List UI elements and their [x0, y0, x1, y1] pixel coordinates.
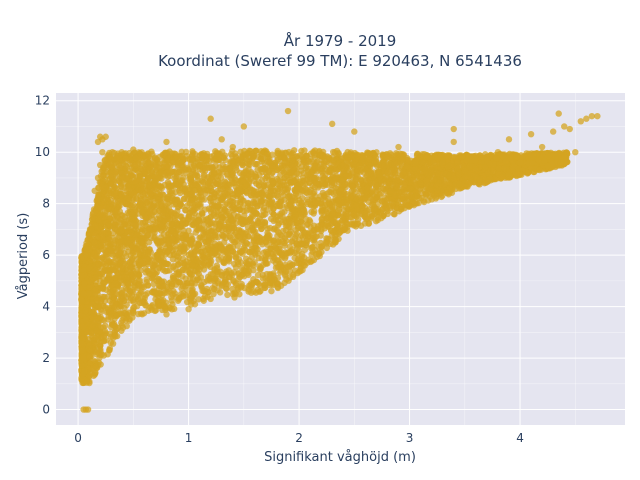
scatter-point	[225, 211, 233, 218]
scatter-point	[250, 288, 257, 295]
scatter-point	[281, 255, 289, 262]
scatter-point	[178, 242, 185, 249]
scatter-point	[192, 229, 199, 236]
scatter-point	[298, 250, 306, 258]
scatter-point	[126, 287, 134, 294]
scatter-point	[273, 226, 281, 234]
scatter-point	[214, 177, 222, 185]
scatter-point	[380, 185, 387, 193]
scatter-point	[325, 195, 332, 203]
scatter-point	[195, 296, 202, 303]
scatter-point	[106, 345, 114, 352]
scatter-point	[175, 295, 183, 303]
data-points	[78, 107, 601, 413]
chart-title-line2: Koordinat (Sweref 99 TM): E 920463, N 65…	[158, 52, 522, 70]
scatter-point	[274, 147, 281, 155]
scatter-point	[290, 147, 298, 154]
scatter-point	[114, 244, 122, 251]
scatter-point	[121, 219, 128, 226]
scatter-point	[218, 214, 226, 222]
scatter-point	[239, 247, 246, 254]
scatter-point	[168, 183, 176, 190]
scatter-point	[231, 150, 239, 157]
scatter-point	[301, 147, 308, 154]
scatter-point	[254, 271, 262, 279]
scatter-point	[139, 299, 146, 307]
scatter-point	[378, 214, 385, 222]
scatter-point	[127, 294, 135, 302]
chart-title-line1: År 1979 - 2019	[284, 31, 397, 50]
scatter-point	[301, 262, 309, 269]
scatter-point	[181, 249, 188, 257]
scatter-point	[145, 150, 152, 158]
scatter-point	[352, 188, 359, 196]
scatter-point	[212, 234, 219, 241]
scatter-point	[210, 290, 217, 298]
scatter-point	[128, 172, 135, 179]
scatter-point	[289, 273, 297, 281]
scatter-point	[160, 191, 167, 199]
scatter-point	[214, 287, 221, 294]
scatter-point	[136, 282, 143, 289]
scatter-point	[294, 250, 301, 257]
scatter-point	[119, 289, 126, 296]
scatter-point	[287, 248, 294, 255]
scatter-point	[179, 266, 187, 273]
scatter-point	[311, 239, 318, 246]
scatter-point	[176, 279, 184, 286]
scatter-point	[297, 202, 305, 209]
scatter-point	[118, 183, 125, 191]
scatter-point	[224, 291, 231, 299]
scatter-point	[195, 276, 202, 284]
scatter-point	[259, 275, 267, 282]
scatter-point	[151, 208, 158, 215]
scatter-point	[444, 153, 451, 161]
scatter-point	[109, 149, 116, 156]
scatter-point	[329, 228, 337, 236]
scatter-point	[277, 267, 285, 274]
scatter-point	[104, 306, 112, 313]
scatter-point	[258, 158, 265, 165]
scatter-point	[109, 334, 117, 342]
scatter-point	[137, 289, 144, 297]
scatter-point	[253, 147, 260, 154]
scatter-point	[138, 227, 146, 235]
scatter-point	[310, 210, 317, 217]
scatter-point	[200, 295, 207, 303]
scatter-point	[308, 257, 315, 265]
scatter-point	[106, 330, 114, 337]
scatter-point	[391, 171, 399, 178]
scatter-point	[278, 250, 285, 258]
scatter-point	[104, 260, 111, 267]
scatter-point	[221, 156, 229, 164]
scatter-point	[261, 219, 269, 227]
